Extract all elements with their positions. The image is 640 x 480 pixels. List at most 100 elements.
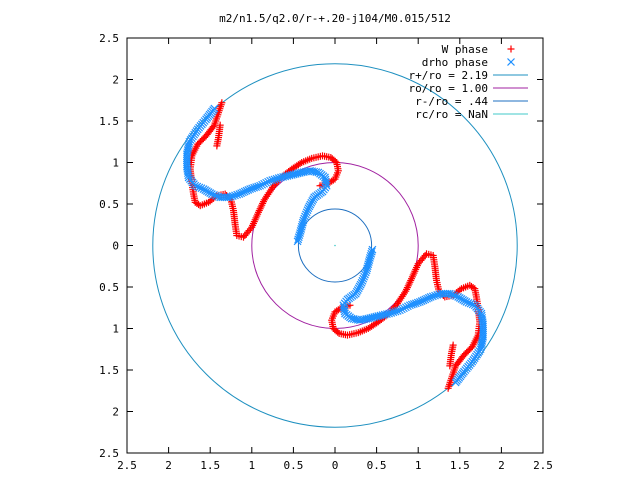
x-tick-label: 1.5 xyxy=(450,459,470,472)
x-tick-label: 0 xyxy=(332,459,339,472)
drho-phase-point xyxy=(507,58,515,66)
drho-phase-point xyxy=(254,182,263,191)
legend-label: rc/ro = NaN xyxy=(415,108,488,121)
drho-phase-point xyxy=(268,176,277,185)
drho-phase-point xyxy=(437,289,446,298)
w-phase-point xyxy=(316,182,324,190)
drho-phase-point xyxy=(407,300,416,309)
drho-phase-point xyxy=(301,212,309,221)
drho-phase-point xyxy=(262,178,271,187)
y-tick-label: 2.5 xyxy=(99,447,119,460)
drho-phase-point xyxy=(197,184,206,193)
reference-circle xyxy=(152,63,518,428)
drho-phase-point xyxy=(393,306,402,315)
drho-phase-point xyxy=(195,183,204,192)
drho-phase-point xyxy=(466,299,475,308)
w-phase-point xyxy=(416,258,424,266)
w-phase-point xyxy=(446,362,454,370)
drho-phase-point xyxy=(300,214,309,223)
drho-phase-point xyxy=(272,174,281,183)
drho-phase-point xyxy=(431,291,439,300)
drho-phase-point xyxy=(256,181,265,190)
x-tick-label: 2 xyxy=(498,459,505,472)
drho-phase-point xyxy=(357,278,366,287)
legend-label: W phase xyxy=(442,43,488,56)
drho-phase-point xyxy=(302,208,311,217)
x-tick-label: 0.5 xyxy=(283,459,303,472)
drho-phase-point xyxy=(361,268,370,277)
drho-phase-point xyxy=(191,181,200,190)
drho-phase-point xyxy=(260,179,269,188)
w-phase-point xyxy=(296,160,304,168)
drho-phase-point xyxy=(358,276,367,285)
phase-points xyxy=(182,99,488,392)
drho-phase-point xyxy=(207,190,216,198)
drho-phase-point xyxy=(435,290,444,299)
x-tick-label: 1.5 xyxy=(200,459,220,472)
chart-title: m2/n1.5/q2.0/r-+.20-j104/M0.015/512 xyxy=(219,12,451,25)
drho-phase-point xyxy=(224,193,233,202)
w-phase-point xyxy=(216,121,224,129)
drho-phase-point xyxy=(226,192,235,201)
w-phase-point xyxy=(507,45,515,53)
drho-phase-point xyxy=(266,176,275,185)
drho-phase-point xyxy=(470,301,479,310)
y-tick-label: 2.5 xyxy=(99,32,119,45)
w-phase-point xyxy=(346,301,354,309)
y-tick-label: 0.5 xyxy=(99,281,119,294)
y-tick-label: 2 xyxy=(112,74,119,87)
drho-phase-point xyxy=(301,210,310,219)
y-tick-label: 1.5 xyxy=(99,364,119,377)
drho-phase-point xyxy=(468,300,477,309)
x-tick-label: 1 xyxy=(248,459,255,472)
drho-phase-point xyxy=(304,204,313,213)
drho-phase-point xyxy=(399,304,408,313)
drho-phase-point xyxy=(401,303,410,312)
drho-phase-point xyxy=(258,180,267,189)
drho-phase-point xyxy=(303,206,312,215)
legend-label: drho phase xyxy=(422,56,488,69)
y-tick-label: 1.5 xyxy=(99,115,119,128)
legend-label: ro/ro = 1.00 xyxy=(409,82,488,95)
drho-phase-point xyxy=(293,237,302,246)
drho-phase-point xyxy=(464,298,473,307)
drho-phase-point xyxy=(359,274,368,283)
reference-circle xyxy=(297,208,373,283)
drho-phase-point xyxy=(389,308,398,317)
legend-label: r-/ro = .44 xyxy=(415,95,488,108)
drho-phase-point xyxy=(212,191,220,200)
drho-phase-point xyxy=(210,190,218,199)
w-phase-point xyxy=(246,225,254,233)
drho-phase-point xyxy=(405,301,414,310)
drho-phase-point xyxy=(397,305,406,314)
drho-phase-point xyxy=(450,291,458,300)
drho-phase-point xyxy=(368,245,377,254)
x-tick-label: 1 xyxy=(415,459,422,472)
y-tick-label: 0.5 xyxy=(99,198,119,211)
drho-phase-point xyxy=(193,182,202,191)
y-tick-label: 1 xyxy=(112,157,119,170)
y-tick-label: 0 xyxy=(112,240,119,253)
drho-phase-point xyxy=(360,272,369,281)
drho-phase-point xyxy=(367,247,376,256)
axes-frame: 2.5 2 1.5 1 0.5 0 0.5 1 1.5 2 2.52.521.510.500.511… xyxy=(99,32,553,472)
drho-phase-point xyxy=(228,192,237,200)
drho-phase-point xyxy=(231,191,239,200)
drho-phase-point xyxy=(452,292,460,301)
drho-phase-point xyxy=(454,293,463,301)
drho-phase-point xyxy=(433,291,442,299)
x-tick-label: 2.5 xyxy=(533,459,553,472)
x-tick-label: 0.5 xyxy=(367,459,387,472)
drho-phase-point xyxy=(403,302,412,311)
drho-phase-point xyxy=(395,306,404,315)
x-tick-label: 2.5 xyxy=(117,459,137,472)
center-dot xyxy=(334,244,336,247)
w-phase-point xyxy=(366,323,374,331)
y-tick-label: 2 xyxy=(112,406,119,419)
x-tick-label: 2 xyxy=(165,459,172,472)
drho-phase-point xyxy=(391,307,400,316)
drho-phase-point xyxy=(361,270,369,279)
drho-phase-point xyxy=(294,235,303,244)
